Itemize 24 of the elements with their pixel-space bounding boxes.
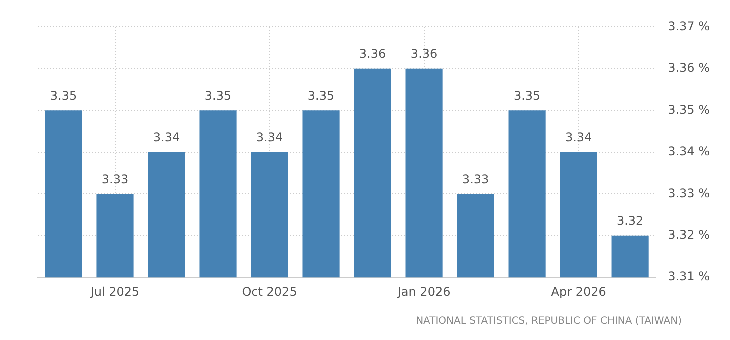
y-tick-label: 3.34 % xyxy=(668,144,710,159)
data-label: 3.33 xyxy=(102,172,129,186)
y-tick-label: 3.32 % xyxy=(668,228,710,242)
data-label: 3.35 xyxy=(514,88,541,103)
x-tick-label: Apr 2026 xyxy=(551,284,606,299)
data-label: 3.34 xyxy=(565,130,592,145)
x-tick-label: Jan 2026 xyxy=(396,284,451,299)
data-label: 3.33 xyxy=(462,172,490,186)
y-tick-label: 3.36 % xyxy=(668,61,710,76)
data-label: 3.34 xyxy=(153,130,180,145)
y-tick-label: 3.31 % xyxy=(668,270,710,284)
data-label: 3.35 xyxy=(204,88,232,103)
data-label: 3.36 xyxy=(410,47,438,62)
text: NATIONAL STATISTICS, REPUBLIC OF CHINA (TAIWAN) xyxy=(415,316,683,327)
x-tick-label: Oct 2025 xyxy=(242,284,298,299)
data-label: 3.36 xyxy=(359,47,386,62)
y-tick-label: 3.37 % xyxy=(668,19,710,34)
x-tick-label: Jul 2025 xyxy=(90,284,140,299)
data-label: 3.35 xyxy=(308,88,335,103)
data-label: 3.34 xyxy=(256,130,284,145)
y-tick-label: 3.33 % xyxy=(668,186,710,200)
data-label: 3.35 xyxy=(50,88,78,103)
data-label: 3.32 xyxy=(616,214,644,228)
y-tick-label: 3.35 % xyxy=(668,102,710,117)
